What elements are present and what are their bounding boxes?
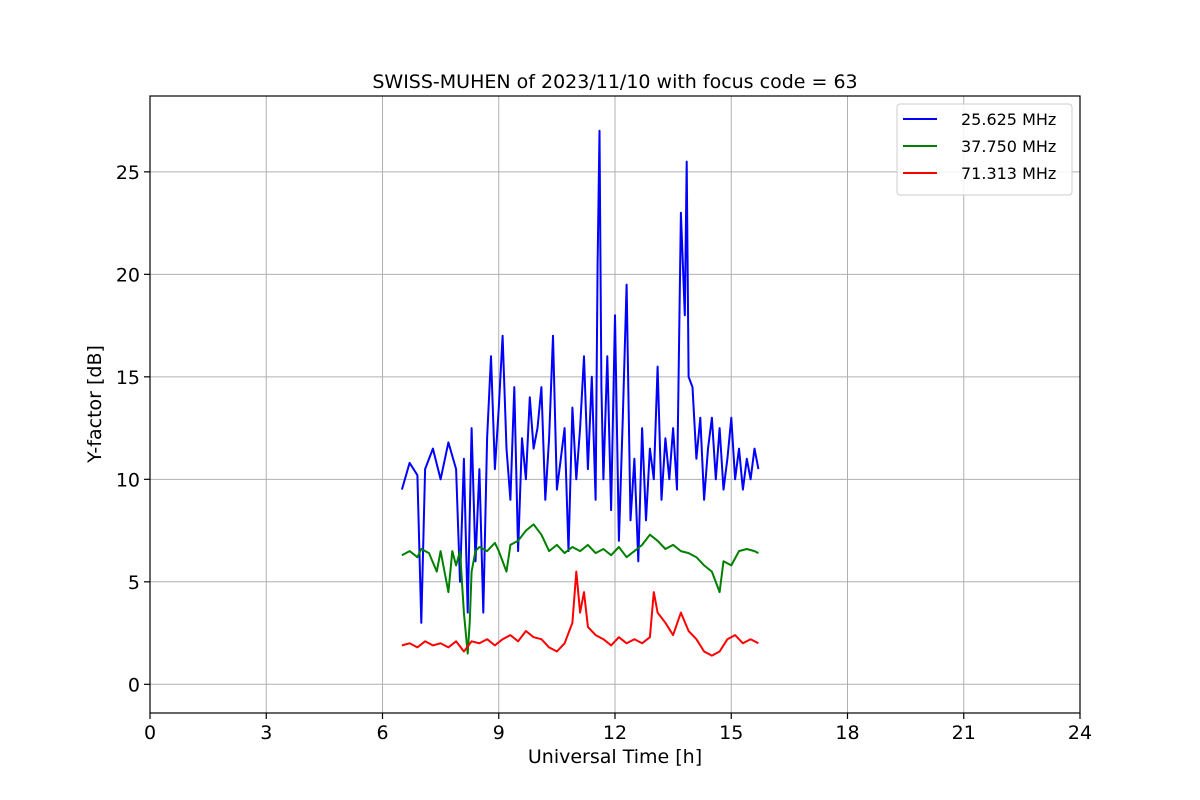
- x-tick-label: 0: [144, 722, 156, 744]
- legend-label: 25.625 MHz: [961, 110, 1056, 129]
- legend: 25.625 MHz 37.750 MHz 71.313 MHz: [896, 103, 1073, 196]
- chart-title: SWISS-MUHEN of 2023/11/10 with focus cod…: [372, 71, 857, 93]
- series-layer: [400, 129, 760, 657]
- grid: [149, 96, 1081, 713]
- legend-label: 37.750 MHz: [961, 137, 1056, 156]
- x-tick-label: 21: [952, 722, 976, 744]
- x-axis: 0 3 6 9 12 15 18 21 24: [144, 713, 1092, 744]
- x-tick-label: 24: [1068, 722, 1092, 744]
- legend-box: [896, 103, 1073, 196]
- legend-label: 71.313 MHz: [961, 164, 1056, 183]
- x-tick-label: 18: [835, 722, 859, 744]
- series-line-2: [401, 523, 759, 655]
- x-tick-label: 12: [603, 722, 627, 744]
- y-tick-label: 15: [116, 367, 140, 389]
- x-tick-label: 9: [493, 722, 505, 744]
- x-tick-label: 15: [719, 722, 743, 744]
- series-line-1: [400, 129, 760, 624]
- series-line-3: [401, 570, 759, 657]
- x-tick-label: 6: [376, 722, 388, 744]
- y-tick-label: 0: [128, 674, 140, 696]
- y-axis-title: Y-factor [dB]: [84, 345, 106, 464]
- y-tick-label: 5: [128, 572, 140, 594]
- y-tick-label: 10: [116, 469, 140, 491]
- y-axis: 0 5 10 15 20 25: [116, 162, 150, 696]
- y-tick-label: 25: [116, 162, 140, 184]
- x-tick-label: 3: [260, 722, 272, 744]
- x-axis-title: Universal Time [h]: [528, 746, 702, 768]
- y-tick-label: 20: [116, 264, 140, 286]
